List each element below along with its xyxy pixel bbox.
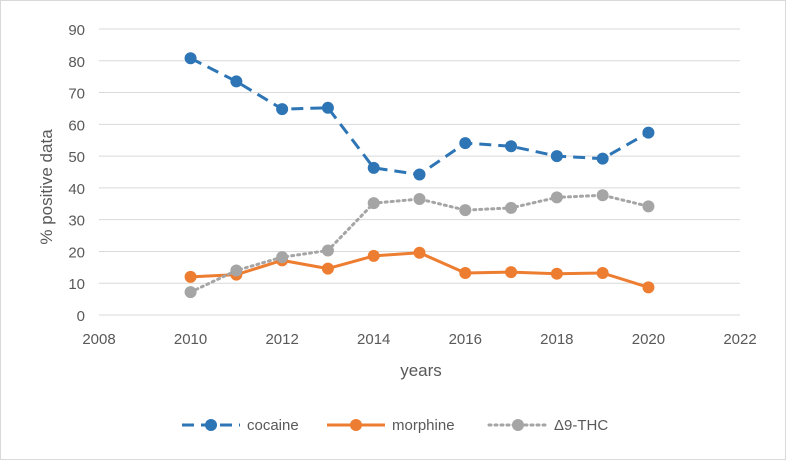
series-line [189,193,650,294]
data-point [367,161,380,174]
legend: cocaine morphine Δ9-THC [182,417,608,434]
y-tick-label: 0 [77,308,85,325]
y-tick-label: 90 [68,22,85,39]
data-point [367,197,380,210]
data-point [550,150,563,163]
y-tick-label: 20 [68,244,85,261]
data-point [642,126,655,139]
series-0 [184,52,655,181]
data-point [321,101,334,114]
data-point [505,201,518,214]
x-axis-label: years [400,361,442,380]
y-tick-label: 80 [68,54,85,71]
y-tick-label: 40 [68,181,85,198]
data-point [184,52,197,65]
series-2 [184,189,655,299]
data-point [505,140,518,153]
legend-label: cocaine [247,417,299,434]
data-point [276,251,289,264]
x-tick-label: 2014 [357,331,390,348]
legend-label: morphine [392,417,455,434]
data-point [596,152,609,165]
data-point [321,244,334,257]
data-point [184,286,197,299]
data-point [550,267,563,280]
data-point [550,191,563,204]
data-point [230,75,243,88]
data-point [505,266,518,279]
series-1 [184,246,655,294]
data-point [459,267,472,280]
data-point [367,249,380,262]
x-tick-label: 2008 [82,331,115,348]
gridlines [99,28,740,316]
y-tick-label: 10 [68,276,85,293]
data-point [596,267,609,280]
legend-marker [205,419,217,431]
data-point [184,270,197,283]
x-tick-label: 2022 [723,331,756,348]
y-tick-label: 30 [68,213,85,230]
x-tick-label: 2020 [632,331,665,348]
x-tick-label: 2012 [265,331,298,348]
data-point [413,168,426,181]
series-line [189,56,650,177]
data-point [276,103,289,116]
y-axis-ticks: 0 10 20 30 40 50 60 70 80 90 [68,22,85,325]
x-tick-label: 2018 [540,331,573,348]
y-tick-label: 60 [68,117,85,134]
legend-marker [350,419,362,431]
y-axis-label: % positive data [37,129,56,245]
legend-marker [512,419,524,431]
data-point [642,200,655,213]
data-point [459,204,472,217]
legend-label: Δ9-THC [554,417,608,434]
x-tick-label: 2010 [174,331,207,348]
data-point [230,264,243,277]
data-point [321,262,334,275]
data-point [459,137,472,150]
data-point [596,189,609,202]
data-point [413,246,426,259]
x-tick-label: 2016 [449,331,482,348]
series-group [184,52,655,299]
y-tick-label: 50 [68,149,85,166]
data-point [413,193,426,206]
y-tick-label: 70 [68,86,85,103]
x-axis-ticks: 2008 2010 2012 2014 2016 2018 2020 2022 [82,331,756,348]
data-point [642,281,655,294]
